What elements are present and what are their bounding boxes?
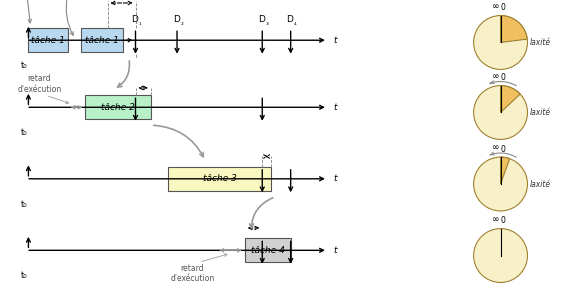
Text: D: D — [258, 15, 265, 24]
FancyBboxPatch shape — [28, 28, 68, 52]
Text: 0: 0 — [501, 3, 506, 12]
Text: D: D — [131, 15, 138, 24]
Text: tâche 3: tâche 3 — [202, 174, 236, 183]
Text: ₂: ₂ — [180, 20, 183, 26]
Text: ∞: ∞ — [492, 72, 500, 81]
Text: ₄: ₄ — [294, 20, 297, 26]
Text: laxité: laxité — [530, 108, 551, 117]
FancyBboxPatch shape — [245, 238, 290, 262]
Text: ₁: ₁ — [139, 20, 142, 26]
FancyBboxPatch shape — [168, 167, 271, 191]
Circle shape — [474, 157, 527, 211]
Text: t₀: t₀ — [21, 271, 27, 280]
Text: 0: 0 — [501, 216, 506, 225]
Text: retard
d'exécution: retard d'exécution — [170, 264, 214, 283]
Text: ∞: ∞ — [492, 143, 500, 152]
Text: tâche 1: tâche 1 — [31, 36, 65, 45]
Wedge shape — [501, 157, 510, 184]
Text: t₀: t₀ — [21, 61, 27, 70]
Text: laxité: laxité — [530, 179, 551, 189]
Text: ₃: ₃ — [266, 20, 268, 26]
Text: laxité: laxité — [530, 38, 551, 47]
Text: ∞: ∞ — [492, 215, 500, 224]
Text: t: t — [333, 103, 337, 112]
Text: t₀: t₀ — [21, 200, 27, 209]
Text: D: D — [287, 15, 293, 24]
Text: tâche 2: tâche 2 — [101, 103, 135, 112]
Wedge shape — [501, 15, 527, 42]
Text: tâche 1: tâche 1 — [85, 36, 119, 45]
Text: D: D — [173, 15, 179, 24]
Circle shape — [474, 86, 527, 139]
Text: t: t — [333, 36, 337, 45]
Text: t₀: t₀ — [21, 128, 27, 137]
Text: 0: 0 — [501, 145, 506, 154]
Circle shape — [474, 229, 527, 283]
Text: ∞: ∞ — [492, 2, 500, 11]
Text: t: t — [333, 246, 337, 255]
FancyBboxPatch shape — [85, 95, 151, 119]
Text: retard
d'exécution: retard d'exécution — [17, 74, 61, 94]
FancyBboxPatch shape — [81, 28, 124, 52]
Text: t: t — [333, 174, 337, 183]
Text: tâche 4: tâche 4 — [251, 246, 285, 255]
Circle shape — [474, 15, 527, 69]
Text: 0: 0 — [501, 73, 506, 82]
Wedge shape — [501, 86, 520, 113]
